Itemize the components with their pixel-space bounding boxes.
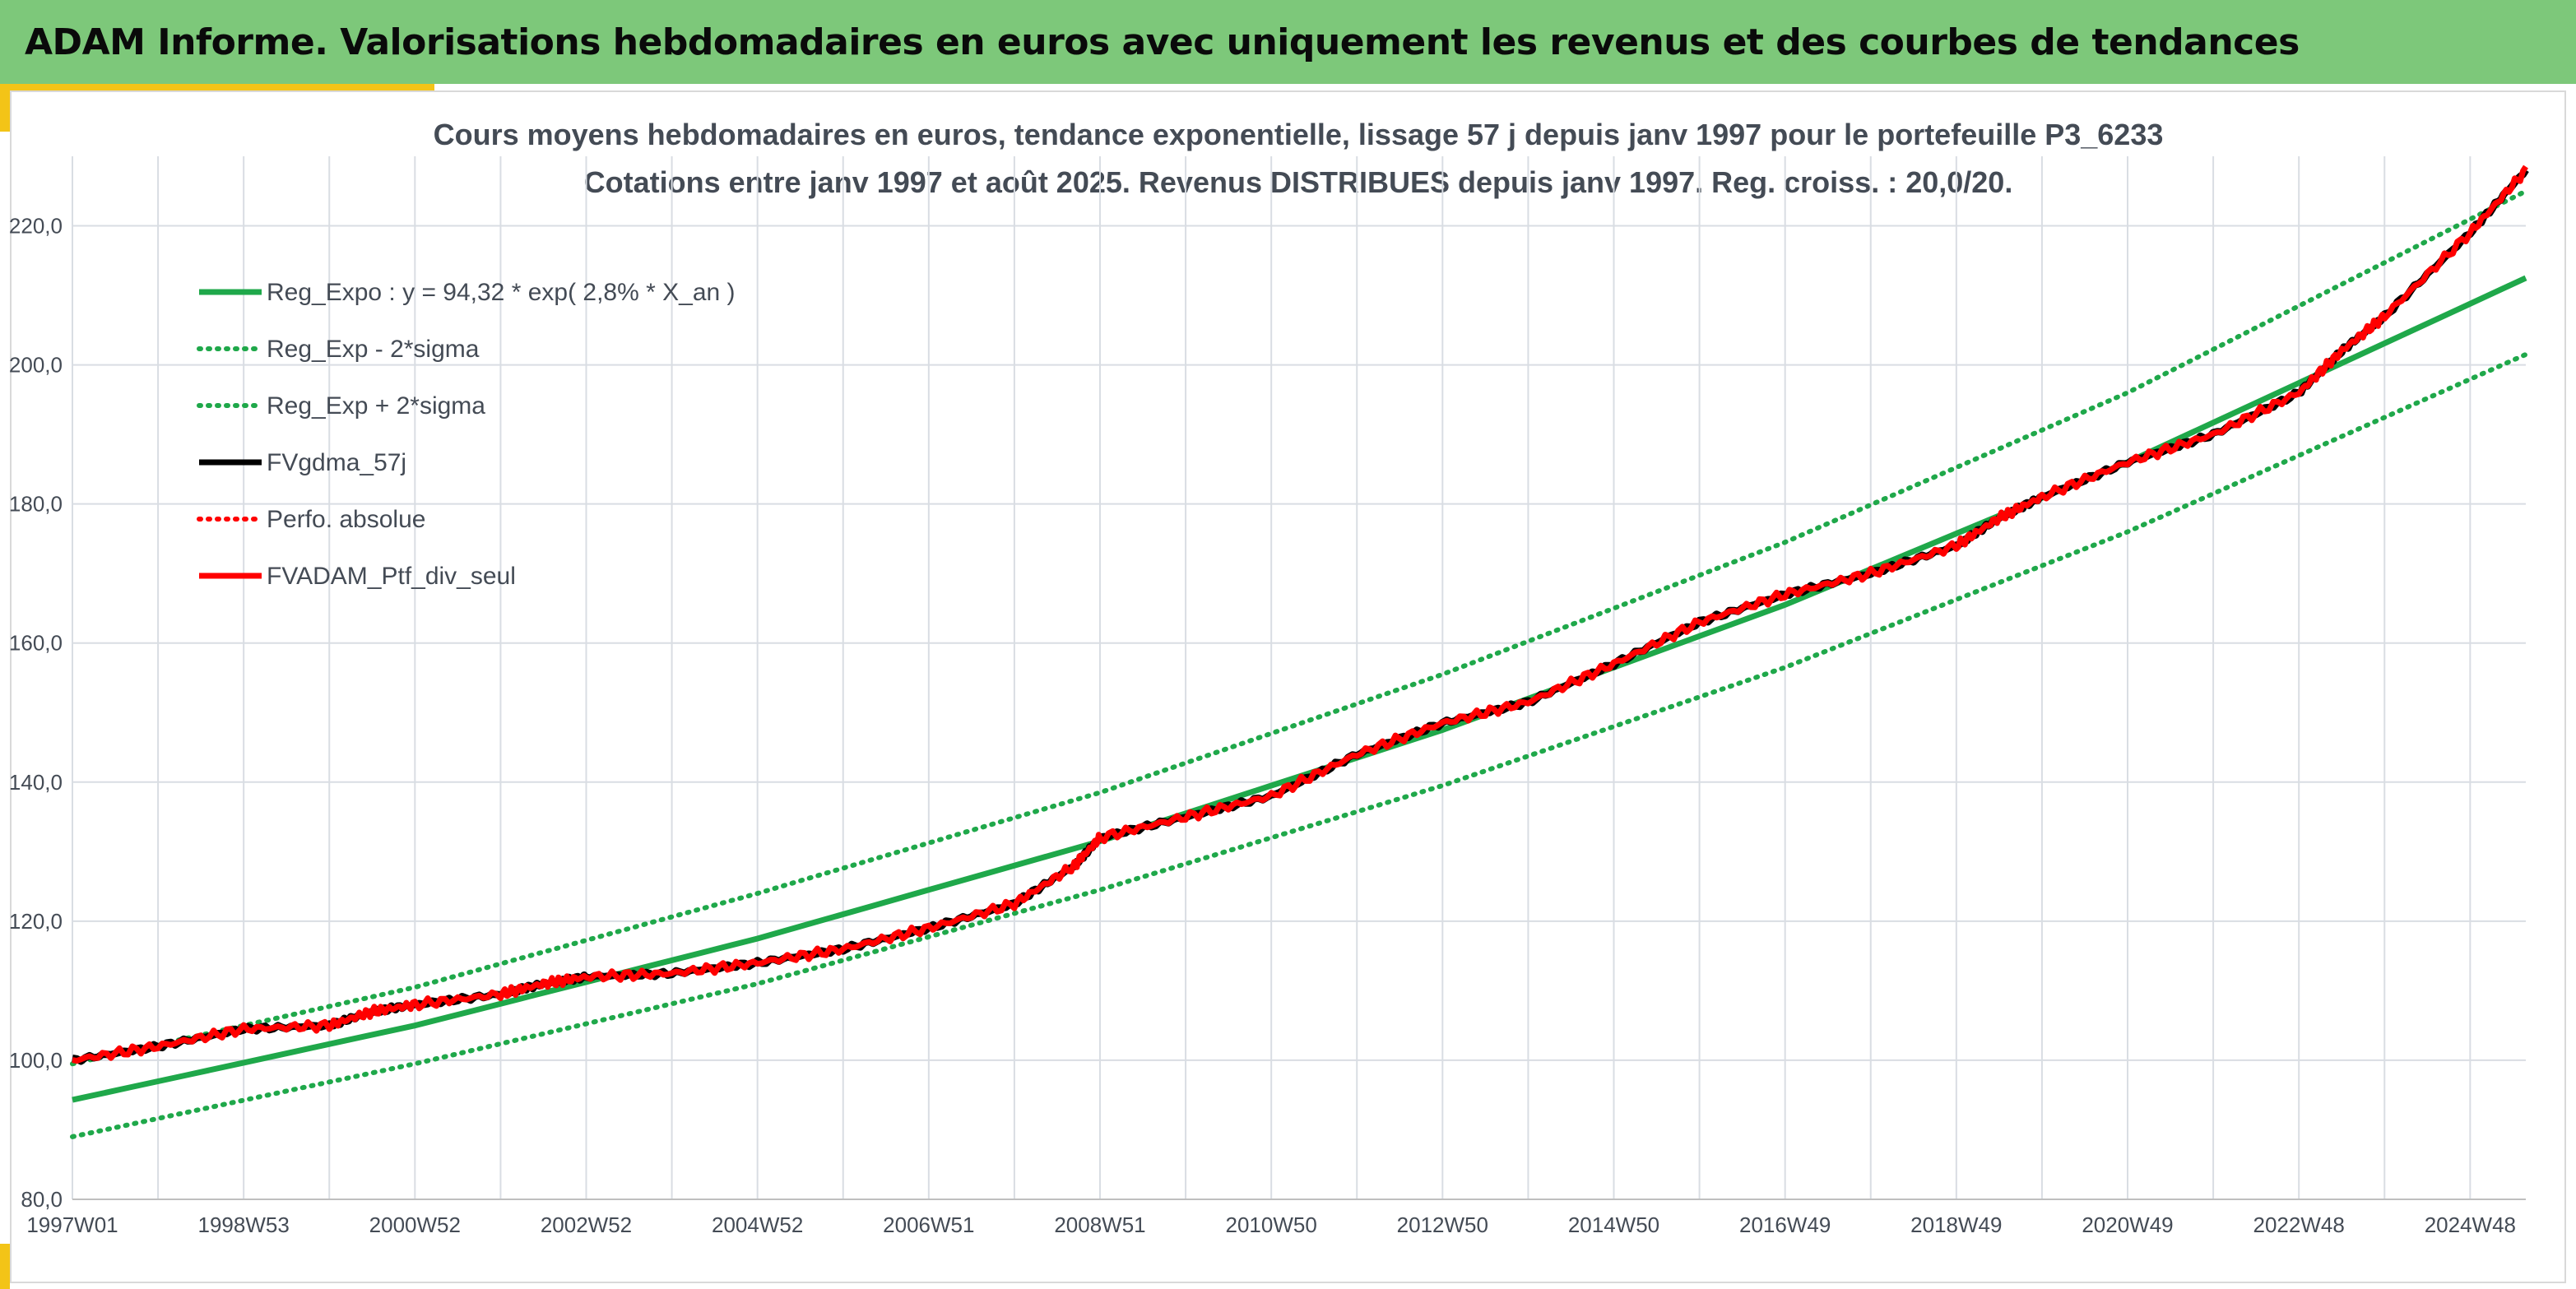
legend-label: Reg_Exp + 2*sigma [267,392,485,420]
legend-label: FVgdma_57j [267,449,406,476]
y-tick-label: 200,0 [9,353,63,378]
chart-title: Cours moyens hebdomadaires en euros, ten… [434,118,2164,151]
x-tick-label: 2006W51 [883,1212,974,1237]
legend-label: FVADAM_Ptf_div_seul [267,563,516,590]
y-tick-label: 80,0 [21,1187,63,1212]
legend-label: Reg_Exp - 2*sigma [267,336,480,363]
x-tick-label: 2014W50 [1568,1212,1659,1237]
upper-band-line [70,188,2528,1067]
y-tick-label: 220,0 [9,214,63,239]
x-tick-label: 2010W50 [1226,1212,1317,1237]
x-tick-label: 2024W48 [2425,1212,2516,1237]
series [70,165,2529,1139]
y-tick-label: 100,0 [9,1048,63,1073]
chart-subtitle: Cotations entre janv 1997 et août 2025. … [584,165,2013,199]
grid [72,156,2526,1200]
x-tick-label: 2020W49 [2082,1212,2173,1237]
x-tick-label: 2018W49 [1910,1212,2002,1237]
x-tick-label: 2002W52 [541,1212,632,1237]
legend-label: Perfo. absolue [267,506,425,533]
accent-bar-bottom [0,1244,10,1289]
x-tick-label: 1997W01 [26,1212,118,1237]
legend: Reg_Expo : y = 94,32 * exp( 2,8% * X_an … [197,279,736,590]
x-tick-label: 2000W52 [369,1212,461,1237]
x-tick-label: 2008W51 [1054,1212,1145,1237]
accent-bar-top [0,84,434,90]
y-tick-label: 180,0 [9,492,63,517]
fvadam-ptf-div-seul-line [72,165,2528,1064]
axes: 80,0 100,0 120,0 140,0 160,0 180,0 200,0 220,0 1… [9,214,2526,1237]
accent-bar-left [0,84,10,132]
y-tick-label: 140,0 [9,770,63,795]
legend-label: Reg_Expo : y = 94,32 * exp( 2,8% * X_an … [267,279,736,306]
page-title: ADAM Informe. Valorisations hebdomadaire… [25,21,2300,63]
page-header: ADAM Informe. Valorisations hebdomadaire… [0,0,2576,84]
x-tick-label: 2004W52 [712,1212,803,1237]
x-tick-label: 2016W49 [1739,1212,1831,1237]
y-tick-label: 160,0 [9,631,63,656]
chart-frame [10,90,2566,1283]
x-tick-label: 2022W48 [2253,1212,2345,1237]
x-tick-label: 2012W50 [1397,1212,1488,1237]
lower-band-line [70,351,2528,1139]
y-tick-label: 120,0 [9,909,63,934]
x-tick-label: 1998W53 [198,1212,290,1237]
